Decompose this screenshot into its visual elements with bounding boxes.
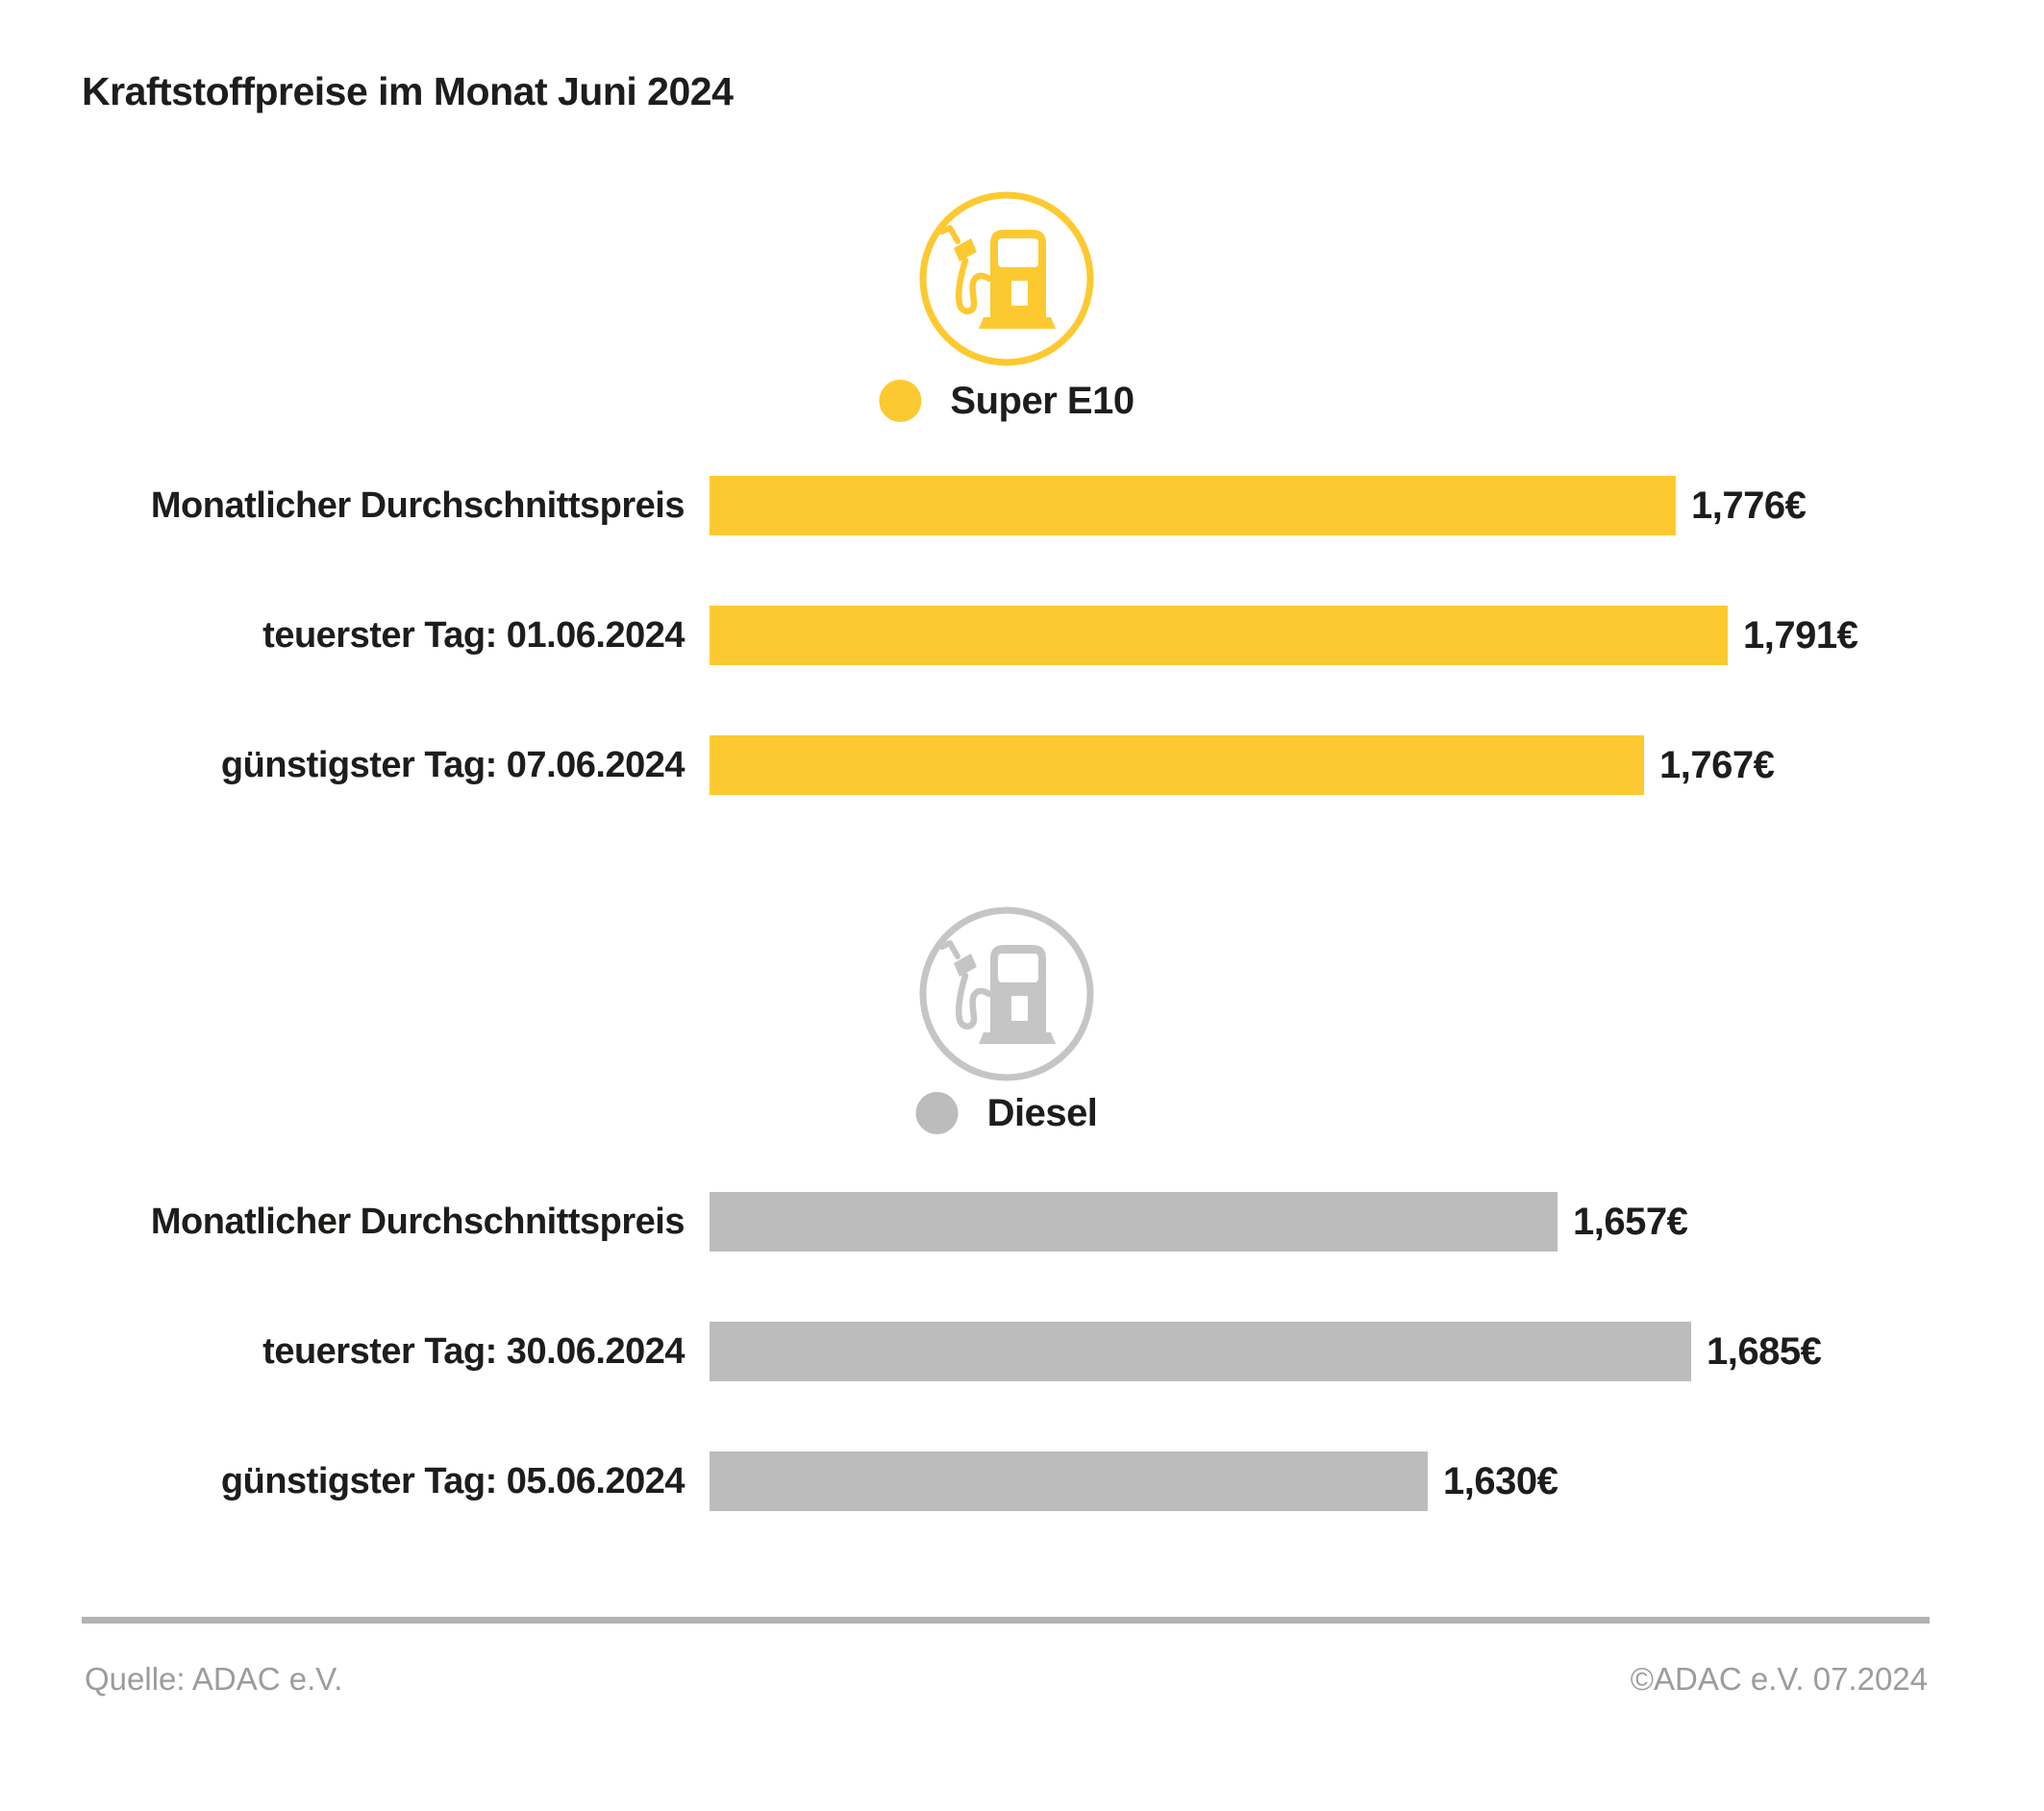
bar-value: 1,657€ — [1573, 1201, 1688, 1243]
bar — [710, 735, 1644, 795]
bar — [710, 1322, 1691, 1381]
super-e10-legend-dot — [879, 380, 922, 422]
bar — [710, 1192, 1558, 1252]
bar-label: günstigster Tag: 05.06.2024 — [220, 1461, 685, 1501]
bar-value: 1,767€ — [1659, 744, 1775, 786]
bar-label: teuerster Tag: 30.06.2024 — [262, 1331, 685, 1372]
super-e10-legend: Super E10 — [879, 375, 1134, 427]
footer-divider — [82, 1617, 1930, 1624]
bar-value: 1,685€ — [1707, 1330, 1822, 1373]
diesel-legend-dot — [915, 1092, 959, 1134]
bar — [710, 476, 1676, 535]
chart-title: Kraftstoffpreise im Monat Juni 2024 — [82, 69, 734, 113]
copyright-note: ©ADAC e.V. 07.2024 — [1630, 1661, 1928, 1697]
bar — [710, 606, 1728, 665]
bar-label: teuerster Tag: 01.06.2024 — [262, 615, 685, 656]
diesel-legend-label: Diesel — [986, 1092, 1098, 1134]
bar-value: 1,791€ — [1743, 614, 1858, 657]
diesel-legend: Diesel — [915, 1087, 1098, 1139]
bar — [710, 1451, 1428, 1511]
super-e10-legend-label: Super E10 — [950, 380, 1134, 422]
bar-label: Monatlicher Durchschnittspreis — [150, 1202, 685, 1242]
diesel-fuel-pump-icon — [915, 903, 1098, 1085]
bar-label: Monatlicher Durchschnittspreis — [150, 485, 685, 526]
bar-label: günstigster Tag: 07.06.2024 — [220, 745, 685, 785]
bar-value: 1,776€ — [1691, 484, 1807, 527]
bar-value: 1,630€ — [1443, 1460, 1558, 1502]
super-e10-fuel-pump-icon — [915, 187, 1098, 370]
source-note: Quelle: ADAC e.V. — [85, 1661, 343, 1697]
